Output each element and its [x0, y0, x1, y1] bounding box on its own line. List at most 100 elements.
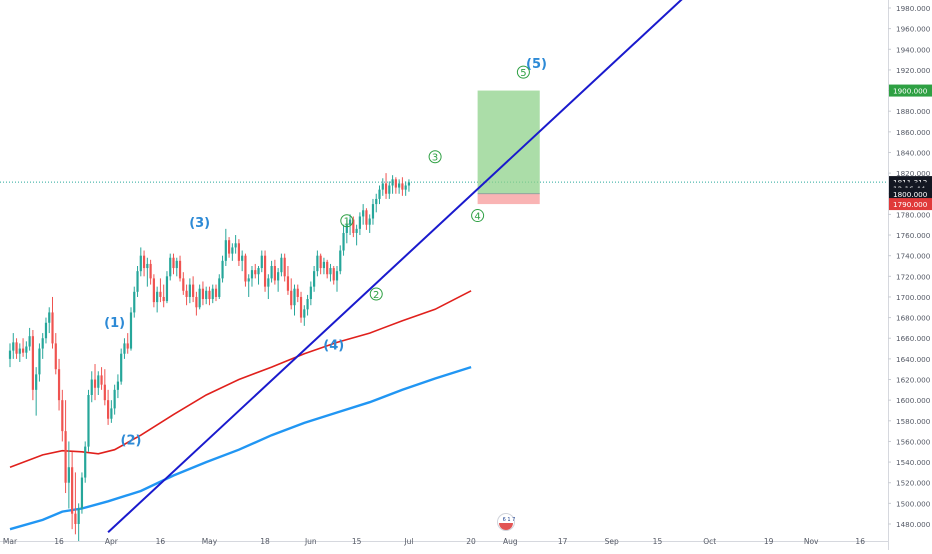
- candle: [208, 286, 211, 306]
- candle: [116, 374, 120, 399]
- candle: [319, 253, 322, 275]
- candle-body: [267, 278, 270, 287]
- candle-body: [61, 400, 64, 432]
- candle: [74, 472, 77, 535]
- price-tag-stop: 1790.000: [893, 200, 928, 209]
- candle: [67, 441, 70, 509]
- candle-body: [77, 508, 80, 524]
- candle: [35, 367, 38, 416]
- candle-body: [97, 375, 100, 388]
- candle-body: [41, 338, 44, 349]
- candle-body: [93, 379, 97, 388]
- candle: [80, 472, 84, 514]
- candle: [113, 384, 116, 415]
- candle-body: [35, 374, 38, 390]
- price-tag-bg: [889, 198, 932, 211]
- candle-body: [201, 288, 205, 300]
- candle-body: [375, 198, 378, 205]
- x-tick-label: Apr: [105, 537, 119, 546]
- candle-body: [218, 278, 221, 297]
- candle: [77, 503, 80, 541]
- candle: [381, 178, 384, 196]
- x-tick-label: Nov: [804, 537, 819, 546]
- candle: [384, 173, 388, 199]
- candle-body: [345, 224, 348, 233]
- candle-body: [358, 216, 361, 229]
- candle: [391, 175, 394, 194]
- wave-label-minor: 3: [432, 153, 438, 164]
- candle-body: [195, 296, 198, 308]
- candle: [358, 212, 361, 236]
- candle: [84, 441, 87, 483]
- candle: [280, 253, 283, 277]
- candle-body: [67, 467, 70, 483]
- x-tick-label: Jun: [304, 537, 317, 546]
- candle: [394, 177, 397, 194]
- candle: [316, 250, 319, 277]
- candle-body: [44, 322, 48, 339]
- candle: [342, 224, 345, 256]
- x-tick-label: Sep: [605, 537, 619, 546]
- candle: [120, 348, 123, 385]
- candle-body: [286, 276, 290, 291]
- candle: [54, 333, 57, 375]
- candle: [263, 250, 267, 292]
- candle: [371, 198, 375, 225]
- candle-body: [182, 278, 185, 291]
- x-tick-label: Oct: [703, 537, 716, 546]
- candle: [188, 278, 191, 304]
- candle-body: [185, 290, 188, 297]
- candle-body: [178, 260, 182, 279]
- candle-body: [8, 350, 12, 359]
- candle-body: [146, 263, 149, 269]
- candle-body: [257, 268, 260, 275]
- candle: [57, 358, 61, 411]
- ma-fast-layer: [9, 290, 472, 468]
- trendline: [107, 0, 683, 533]
- candle-body: [303, 309, 306, 318]
- candle-body: [309, 286, 312, 300]
- candle-body: [348, 219, 352, 225]
- candle-body: [188, 284, 191, 297]
- candle-body: [322, 261, 326, 269]
- candle-body: [407, 182, 411, 186]
- candle: [296, 284, 299, 303]
- wave-label-major: (1): [104, 316, 125, 331]
- candle: [254, 263, 257, 279]
- candle-body: [342, 232, 345, 251]
- candle: [250, 266, 254, 287]
- candle: [355, 224, 358, 246]
- candle: [107, 389, 110, 425]
- candle: [339, 245, 342, 275]
- candle-body: [332, 268, 335, 281]
- candle-body: [21, 348, 25, 353]
- y-tick-label: 1620.000: [896, 376, 931, 385]
- candle-body: [362, 210, 365, 217]
- candle-body: [31, 336, 34, 390]
- candle: [31, 329, 34, 401]
- candle-body: [296, 288, 299, 297]
- candle-body: [133, 291, 136, 313]
- candle: [142, 250, 146, 277]
- candle: [398, 179, 401, 194]
- candle: [267, 274, 270, 300]
- candle-body: [224, 240, 227, 261]
- candle: [205, 286, 208, 305]
- candle-body: [205, 290, 208, 300]
- wave-label-minor: 2: [373, 290, 379, 301]
- candle-body: [100, 375, 103, 385]
- candle-body: [313, 271, 316, 287]
- y-tick-label: 1500.000: [896, 499, 931, 508]
- wave-label-major: (2): [121, 434, 142, 449]
- candle-body: [391, 179, 394, 186]
- candle: [303, 305, 306, 326]
- candle-body: [306, 299, 309, 310]
- candle: [309, 281, 312, 306]
- candle: [175, 257, 178, 277]
- badge-flag: [499, 523, 513, 530]
- candle-body: [280, 257, 283, 273]
- candle-body: [159, 291, 162, 297]
- candle-body: [241, 255, 244, 261]
- candle: [299, 291, 303, 323]
